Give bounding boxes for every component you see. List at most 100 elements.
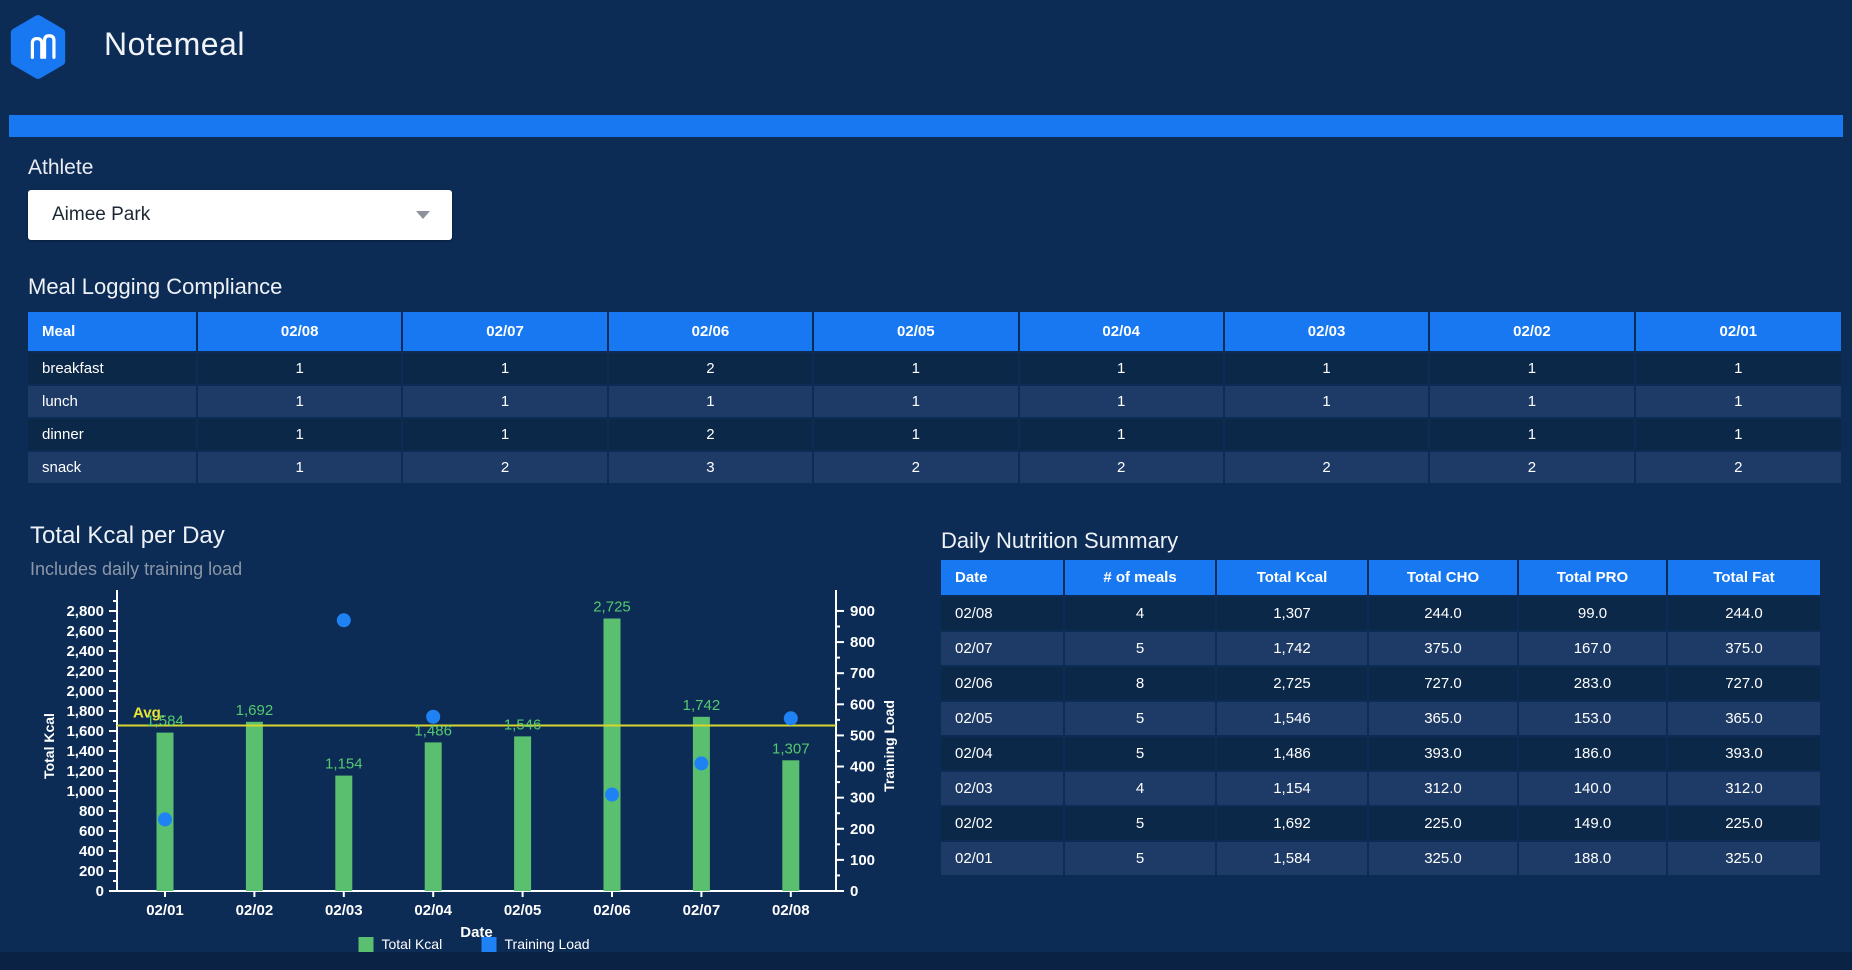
table-row: 02/01 5 1,584 325.0 188.0 325.0 <box>941 842 1820 877</box>
nutrition-cell: 99.0 <box>1519 597 1668 632</box>
nutrition-cell: 283.0 <box>1519 667 1668 702</box>
x-axis-tick-label: 02/01 <box>146 902 184 919</box>
meal-count-cell: 1 <box>1430 419 1636 452</box>
kcal-bar <box>782 760 800 891</box>
y-axis-left-tick-label: 1,200 <box>66 763 104 780</box>
nutrition-cell: 312.0 <box>1369 772 1519 807</box>
column-header-total-pro[interactable]: Total PRO <box>1519 560 1668 597</box>
table-row: lunch 1 1 1 1 1 1 1 1 <box>28 386 1841 419</box>
meal-name-cell: snack <box>28 452 198 485</box>
meal-count-cell: 1 <box>1635 419 1841 452</box>
column-header-date[interactable]: 02/01 <box>1635 312 1841 353</box>
column-header---of-meals[interactable]: # of meals <box>1065 560 1217 597</box>
training-load-dot <box>426 709 441 724</box>
bar-value-label: 1,692 <box>236 702 274 719</box>
nutrition-cell: 5 <box>1065 702 1217 737</box>
column-header-date[interactable]: Date <box>941 560 1065 597</box>
meal-count-cell: 2 <box>608 353 815 386</box>
kcal-bar <box>514 736 532 891</box>
y-axis-left-tick-label: 2,200 <box>66 663 104 680</box>
meal-count-cell: 2 <box>1019 452 1225 485</box>
chevron-down-icon <box>416 211 430 219</box>
table-row: dinner 1 1 2 1 1 1 1 <box>28 419 1841 452</box>
table-row: 02/03 4 1,154 312.0 140.0 312.0 <box>941 772 1820 807</box>
nutrition-cell: 225.0 <box>1369 807 1519 842</box>
x-axis-tick-label: 02/05 <box>504 902 542 919</box>
kcal-bar <box>424 742 442 891</box>
nutrition-cell: 186.0 <box>1519 737 1668 772</box>
nutrition-cell: 8 <box>1065 667 1217 702</box>
y-axis-left-tick-label: 1,400 <box>66 743 104 760</box>
meal-count-cell: 1 <box>198 386 404 419</box>
nutrition-cell: 1,742 <box>1217 632 1369 667</box>
progress-bar <box>9 115 1843 137</box>
column-header-total-kcal[interactable]: Total Kcal <box>1217 560 1369 597</box>
nutrition-cell: 393.0 <box>1668 737 1820 772</box>
nutrition-summary-table: Date # of meals Total Kcal Total CHO Total P… <box>941 560 1820 877</box>
nutrition-cell: 02/02 <box>941 807 1065 842</box>
y-axis-left-tick-label: 2,400 <box>66 643 104 660</box>
x-axis-tick-label: 02/07 <box>683 902 721 919</box>
athlete-select[interactable]: Aimee Park <box>28 190 452 240</box>
column-header-date[interactable]: 02/07 <box>403 312 609 353</box>
notemeal-logo-icon[interactable] <box>8 14 68 80</box>
x-axis-tick-label: 02/04 <box>414 902 452 919</box>
y-axis-left-tick-label: 800 <box>79 803 104 820</box>
column-header-date[interactable]: 02/03 <box>1224 312 1431 353</box>
y-axis-right-tick-label: 500 <box>850 727 875 744</box>
y-axis-left-title: Total Kcal <box>41 713 57 779</box>
kcal-bar <box>692 716 710 891</box>
column-header-date[interactable]: 02/05 <box>814 312 1020 353</box>
nutrition-cell: 727.0 <box>1369 667 1519 702</box>
table-header-row: Date # of meals Total Kcal Total CHO Total P… <box>941 560 1820 597</box>
meal-count-cell: 2 <box>1224 452 1431 485</box>
training-load-dot <box>694 756 709 771</box>
y-axis-left-tick-label: 0 <box>96 883 104 900</box>
x-axis-tick-label: 02/02 <box>236 902 274 919</box>
nutrition-cell: 02/08 <box>941 597 1065 632</box>
meal-count-cell: 1 <box>1224 386 1431 419</box>
column-header-date[interactable]: 02/02 <box>1430 312 1636 353</box>
y-axis-right-tick-label: 600 <box>850 696 875 713</box>
kcal-bar <box>603 618 621 891</box>
nutrition-cell: 375.0 <box>1668 632 1820 667</box>
column-header-total-cho[interactable]: Total CHO <box>1369 560 1519 597</box>
meal-count-cell: 1 <box>1635 353 1841 386</box>
y-axis-left-tick-label: 600 <box>79 823 104 840</box>
column-header-date[interactable]: 02/08 <box>198 312 404 353</box>
nutrition-cell: 1,692 <box>1217 807 1369 842</box>
kcal-bar <box>156 732 174 891</box>
meal-count-cell: 1 <box>814 419 1020 452</box>
nutrition-cell: 167.0 <box>1519 632 1668 667</box>
y-axis-right-tick-label: 400 <box>850 759 875 776</box>
y-axis-right-tick-label: 300 <box>850 790 875 807</box>
y-axis-right-tick-label: 200 <box>850 821 875 838</box>
meal-count-cell: 1 <box>198 353 404 386</box>
nutrition-cell: 4 <box>1065 597 1217 632</box>
nutrition-cell: 5 <box>1065 807 1217 842</box>
nutrition-cell: 244.0 <box>1668 597 1820 632</box>
nutrition-cell: 1,154 <box>1217 772 1369 807</box>
average-line-label: Avg. <box>133 705 165 722</box>
legend-label: Total Kcal <box>382 936 443 952</box>
nutrition-title: Daily Nutrition Summary <box>941 528 1179 553</box>
bar-value-label: 1,546 <box>504 716 542 733</box>
column-header-meal[interactable]: Meal <box>28 312 198 353</box>
column-header-total-fat[interactable]: Total Fat <box>1668 560 1820 597</box>
y-axis-right-tick-label: 700 <box>850 665 875 682</box>
y-axis-left-tick-label: 1,800 <box>66 703 104 720</box>
x-axis-tick-label: 02/08 <box>772 902 810 919</box>
nutrition-cell: 188.0 <box>1519 842 1668 877</box>
kcal-bar <box>245 721 263 891</box>
column-header-date[interactable]: 02/06 <box>608 312 815 353</box>
kcal-bar <box>335 775 353 891</box>
nutrition-cell: 1,546 <box>1217 702 1369 737</box>
meal-count-cell: 1 <box>403 386 609 419</box>
column-header-date[interactable]: 02/04 <box>1019 312 1225 353</box>
meal-count-cell: 1 <box>608 386 815 419</box>
meal-count-cell: 1 <box>814 386 1020 419</box>
table-row: 02/07 5 1,742 375.0 167.0 375.0 <box>941 632 1820 667</box>
chart-title: Total Kcal per Day <box>30 522 225 549</box>
meal-count-cell <box>1224 419 1431 452</box>
bar-value-label: 2,725 <box>593 599 631 616</box>
